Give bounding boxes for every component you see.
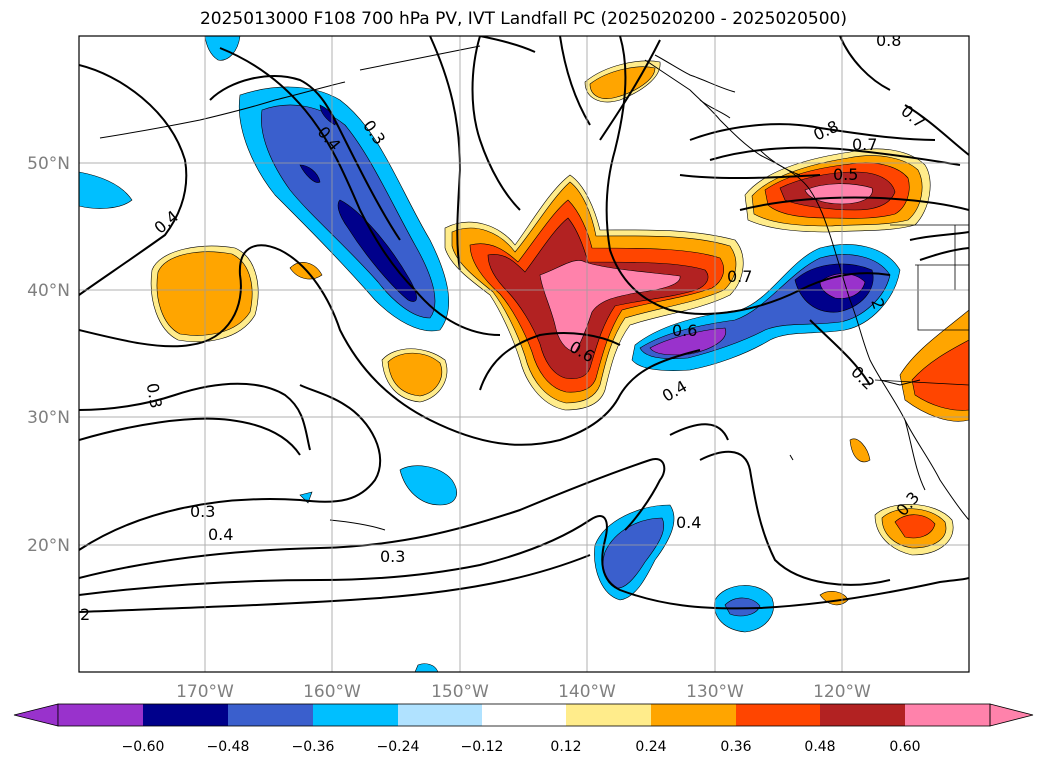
- colorbar-bin: [398, 704, 482, 726]
- lon-label: 160°W: [303, 682, 361, 702]
- colorbar-bin: [313, 704, 398, 726]
- latitude-labels: 50°N 40°N 30°N 20°N: [27, 154, 70, 556]
- colorbar: −0.60 −0.48 −0.36 −0.24 −0.12 0.12 0.24 …: [13, 703, 1034, 755]
- contour-label: 0.4: [208, 525, 233, 544]
- lat-label: 20°N: [27, 536, 70, 556]
- lon-label: 140°W: [558, 682, 616, 702]
- political-borders: [874, 224, 969, 386]
- contour-label: 0.4: [676, 513, 701, 532]
- contour-label: 0.6: [672, 321, 697, 340]
- contour-label: 0.7: [852, 135, 877, 154]
- colorbar-tick: 0.36: [720, 739, 751, 755]
- colorbar-bin: [736, 704, 820, 726]
- neg-patch-west: [79, 171, 133, 209]
- lon-label: 150°W: [431, 682, 489, 702]
- lon-label: 120°W: [813, 682, 871, 702]
- contour-label: 0.3: [380, 547, 405, 566]
- plot-frame: [78, 35, 970, 673]
- contour-label: 0.7: [727, 267, 752, 286]
- colorbar-bin: [820, 704, 905, 726]
- contour-label: 0.5: [833, 165, 858, 184]
- colorbar-ticks: −0.60 −0.48 −0.36 −0.24 −0.12 0.12 0.24 …: [122, 739, 921, 755]
- colorbar-bin: [482, 704, 566, 726]
- colorbar-bin: [143, 704, 228, 726]
- colorbar-tick: −0.48: [207, 739, 250, 755]
- colorbar-bin: [905, 704, 990, 726]
- lat-label: 50°N: [27, 154, 70, 174]
- contour-label: 0.7: [897, 101, 929, 132]
- lon-label: 170°W: [176, 682, 234, 702]
- contour-label: 0.3: [143, 382, 166, 410]
- contour-label: 2: [80, 605, 90, 624]
- colorbar-tick: −0.12: [461, 739, 504, 755]
- colorbar-bin: [651, 704, 736, 726]
- colorbar-tick: 0.60: [889, 739, 920, 755]
- contour-label: 0.3: [190, 502, 215, 521]
- contour-label: 0.4: [151, 207, 183, 238]
- colorbar-tick: 0.24: [635, 739, 666, 755]
- colorbar-tick: 0.48: [804, 739, 835, 755]
- map-title: 2025013000 F108 700 hPa PV, IVT Landfall…: [199, 9, 847, 29]
- pv-contours: [79, 36, 969, 613]
- lat-label: 40°N: [27, 281, 70, 301]
- colorbar-bin: [228, 704, 313, 726]
- colorbar-tick: −0.24: [377, 739, 420, 755]
- contour-label: 0.8: [876, 31, 901, 50]
- plot-area: 0.4 0.3 0.4 0.3 0.3 0.4 0.3 2 0.6 0.7 0.…: [79, 31, 969, 672]
- gridlines: [79, 36, 969, 672]
- colorbar-extend-low: [13, 703, 59, 727]
- contour-label: 0.4: [659, 376, 691, 405]
- longitude-labels: 170°W 160°W 150°W 140°W 130°W 120°W: [176, 682, 871, 702]
- colorbar-tick: −0.36: [292, 739, 335, 755]
- filled-anomalies: [79, 36, 969, 672]
- colorbar-bin: [58, 704, 143, 726]
- colorbar-tick: −0.60: [122, 739, 165, 755]
- colorbar-extend-high: [989, 703, 1034, 727]
- contour-label: 0.8: [810, 117, 841, 145]
- colorbar-bin: [566, 704, 651, 726]
- lat-label: 30°N: [27, 408, 70, 428]
- lon-label: 130°W: [686, 682, 744, 702]
- colorbar-tick: 0.12: [550, 739, 581, 755]
